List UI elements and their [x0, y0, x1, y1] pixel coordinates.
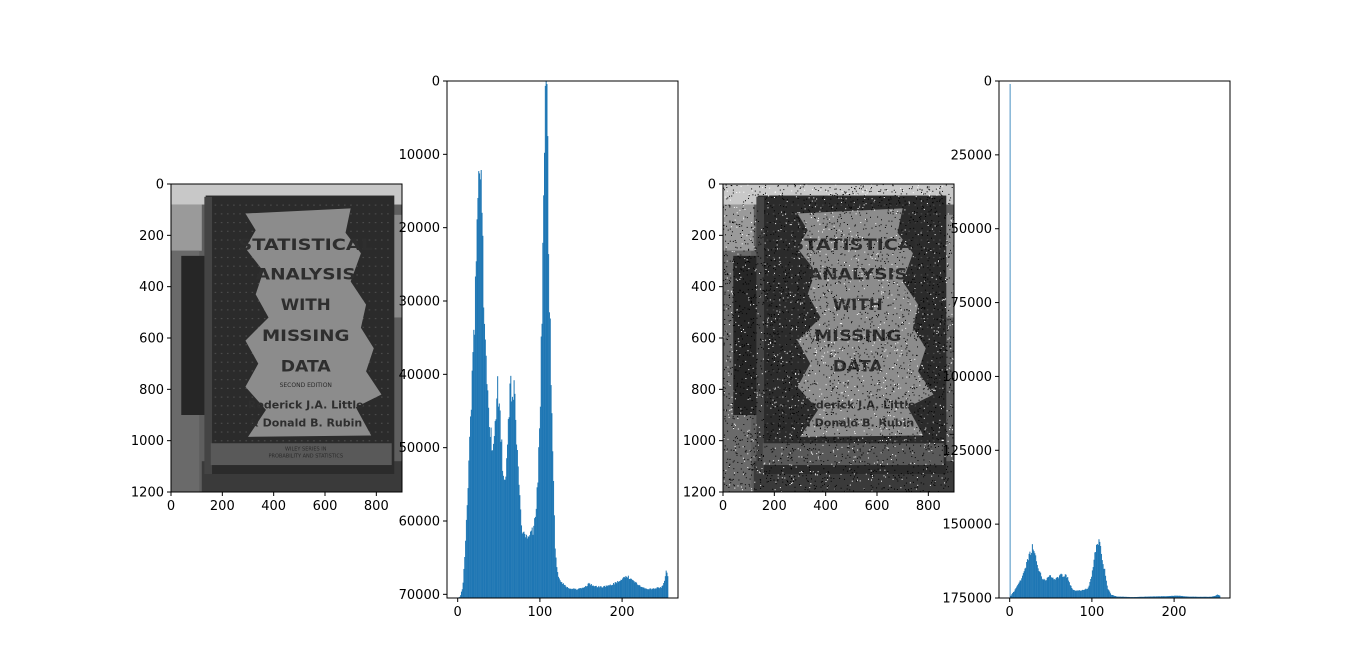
cover-title-line: MISSING [262, 326, 350, 345]
y-tick-label: 400 [139, 280, 164, 295]
y-tick-label: 1000 [131, 434, 164, 449]
cover-author: Roderick J.A. Little [248, 399, 364, 412]
x-tick-label: 100 [1079, 605, 1104, 620]
y-tick-label: 10000 [399, 148, 440, 163]
x-tick-label: 400 [813, 499, 838, 514]
cover-title-line: WITH [281, 295, 331, 314]
x-tick-label: 400 [261, 499, 286, 514]
cover-author: & Donald B. Rubin [249, 417, 362, 430]
histogram-bars [1010, 84, 1221, 598]
y-tick-label: 100000 [942, 370, 992, 385]
histogram-bar [667, 576, 668, 598]
x-tick-label: 800 [916, 499, 941, 514]
axes-frame [999, 81, 1230, 598]
y-tick-label: 0 [708, 178, 716, 193]
y-tick-label: 600 [691, 332, 716, 347]
x-tick-label: 0 [454, 605, 462, 620]
x-tick-label: 200 [210, 499, 235, 514]
y-tick-label: 30000 [399, 295, 440, 310]
x-tick-label: 600 [865, 499, 890, 514]
cover-series: WILEY SERIES IN [285, 446, 327, 452]
histogram-original: 0 100 200 0 10000 20000 30000 40000 50000 60000 70… [399, 57, 678, 620]
noisy-book-cover-image: STATISTICALANALYSISWITHMISSINGDATARoderi… [723, 184, 955, 493]
x-tick-label: 100 [527, 605, 552, 620]
book-cover-image: STATISTICAL ANALYSIS WITH MISSING DATA SECOND… [171, 184, 402, 492]
image-plot-original: STATISTICAL ANALYSIS WITH MISSING DATA SECOND… [131, 178, 402, 515]
x-tick-label: 600 [313, 499, 338, 514]
cover-series: PROBABILITY AND STATISTICS [268, 454, 343, 460]
y-tick-label: 800 [691, 383, 716, 398]
cover-title-line: STATISTICAL [238, 235, 373, 254]
y-tick-label: 150000 [942, 518, 992, 533]
y-tick-label: 75000 [951, 296, 992, 311]
y-tick-label: 175000 [942, 592, 992, 607]
y-tick-label: 40000 [399, 368, 440, 383]
x-tick-label: 200 [762, 499, 787, 514]
y-tick-label: 400 [691, 280, 716, 295]
histogram-noisy: 0 100 200 0 25000 50000 75000 100000 125000 15000… [942, 75, 1230, 621]
y-tick-label: 50000 [399, 441, 440, 456]
y-tick-label: 20000 [399, 221, 440, 236]
y-tick-label: 200 [139, 229, 164, 244]
x-tick-label: 0 [719, 499, 727, 514]
x-tick-label: 200 [1162, 605, 1187, 620]
y-tick-label: 0 [432, 75, 440, 90]
cover-author: & Donald B. Rubin [801, 417, 914, 430]
histogram-bars [458, 57, 669, 598]
y-tick-label: 1200 [131, 486, 164, 501]
background-shelf [723, 205, 754, 251]
y-tick-label: 25000 [951, 148, 992, 163]
cover-title-line: ANALYSIS [256, 264, 356, 283]
y-tick-label: 0 [156, 178, 164, 193]
image-plot-noisy: STATISTICALANALYSISWITHMISSINGDATARoderi… [683, 178, 955, 515]
y-tick-label: 60000 [399, 515, 440, 530]
axis-ticks: 0 100 200 0 25000 50000 75000 100000 125000 15000… [942, 75, 1186, 621]
y-tick-label: 600 [139, 332, 164, 347]
y-tick-label: 125000 [942, 444, 992, 459]
y-tick-label: 1000 [683, 434, 716, 449]
cover-title-line: DATA [281, 357, 332, 376]
y-tick-label: 200 [691, 229, 716, 244]
y-tick-label: 70000 [399, 588, 440, 603]
x-tick-label: 0 [167, 499, 175, 514]
histogram-spike-bar [1010, 84, 1011, 598]
x-tick-label: 200 [610, 605, 635, 620]
book-spine-edge [204, 197, 212, 474]
book-spine-edge [756, 197, 764, 474]
book-band [763, 443, 944, 465]
x-tick-label: 800 [364, 499, 389, 514]
background-shelf [171, 205, 202, 251]
cover-title-line: DATA [833, 357, 884, 376]
y-tick-label: 50000 [951, 222, 992, 237]
y-tick-label: 800 [139, 383, 164, 398]
y-tick-label: 0 [984, 75, 992, 90]
x-tick-label: 0 [1006, 605, 1014, 620]
y-tick-label: 1200 [683, 486, 716, 501]
cover-edition: SECOND EDITION [280, 382, 332, 389]
